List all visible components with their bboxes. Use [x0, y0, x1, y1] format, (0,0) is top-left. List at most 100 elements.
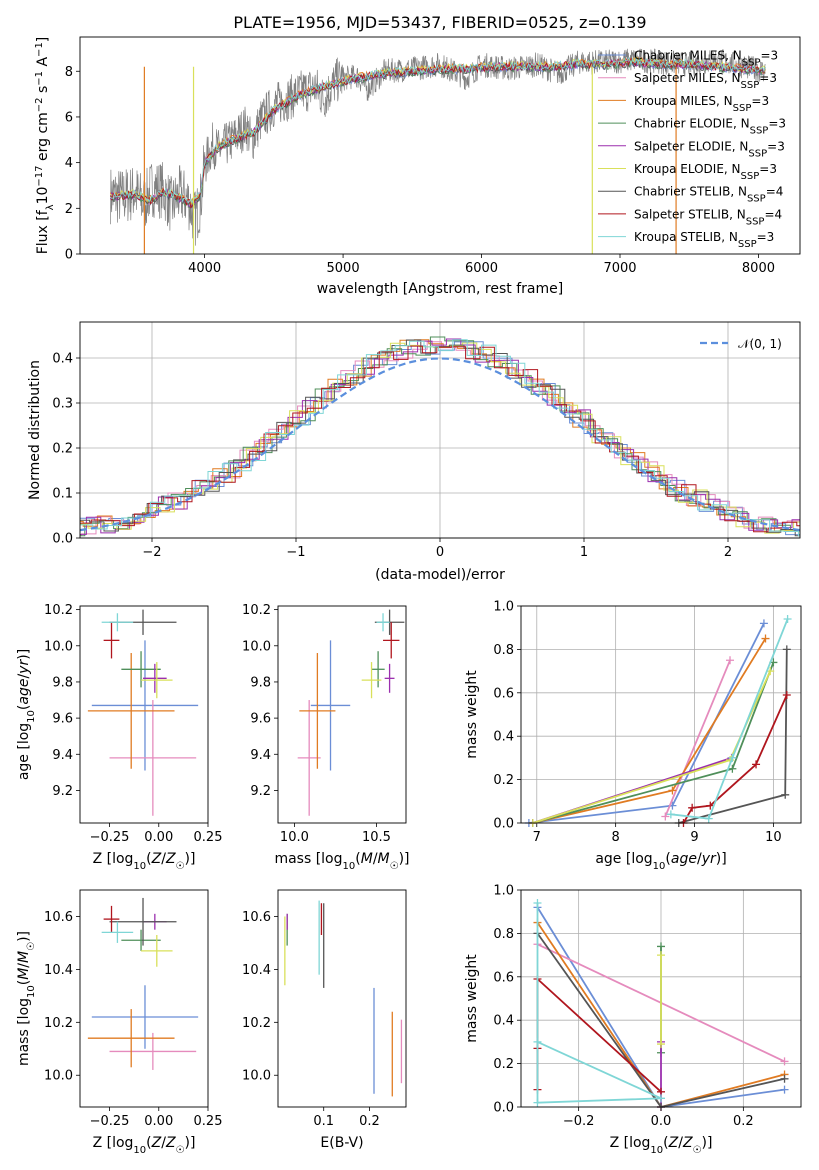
- age_vs_mass-ytick-label: 9.2: [250, 784, 271, 799]
- massweight_vs_age-ytick-label: 0.0: [493, 817, 514, 832]
- mass_vs_Z-plot: [87, 897, 199, 1070]
- legend-entry: Kroupa STELIB, NSSP=3: [634, 230, 774, 250]
- mass_vs_Z-xlabel-part: Z [log: [93, 1135, 134, 1151]
- spectrum-xtick-label: 5000: [327, 261, 360, 276]
- legend-entry: Chabrier STELIB, NSSP=4: [634, 185, 783, 205]
- residuals-xtick-label: −1: [286, 545, 305, 560]
- spectrum-xlabel: wavelength [Angstrom, rest frame]: [317, 281, 563, 297]
- mass_vs_Z-xlabel-part: Z: [151, 1135, 162, 1151]
- spectrum-axes: 4000 5000 6000 7000 8000 0 2 4 6 8: [65, 65, 775, 276]
- mass_vs_Z-xlabel-part: (: [146, 1135, 151, 1151]
- legend-entry-part: =4: [764, 207, 782, 221]
- massweight_vs_Z-xtick-label: 0.2: [733, 1114, 754, 1129]
- spectrum-ylabel-part: Flux [f: [35, 209, 51, 254]
- mass-weight-point: [688, 803, 697, 812]
- massweight_vs_age-xtick-label: 8: [612, 830, 620, 845]
- mass-weight-point: [533, 1098, 542, 1107]
- age_vs_Z-ylabel-part: 10: [26, 710, 37, 723]
- age_vs_Z-xtick-label: 0.00: [144, 830, 173, 845]
- residuals-ytick-label: 0.3: [52, 397, 73, 412]
- spectrum-ylabel: Flux [fλ10−17 erg cm−2 s−1 A−1]: [34, 37, 56, 255]
- legend-entry-part: =3: [759, 71, 777, 85]
- mass_vs_Z-ylabel-part: ☉: [26, 942, 37, 951]
- figure-title: PLATE=1956, MJD=53437, FIBERID=0525, z=0…: [233, 13, 646, 32]
- legend-entry-part: Kroupa MILES, N: [634, 94, 733, 108]
- residuals-xlabel-part: (data-model)/error: [375, 567, 505, 583]
- mass-weight-point: [780, 1057, 789, 1066]
- mass-weight-point: [781, 790, 790, 799]
- massweight_vs_Z-xtick-label: 0.0: [651, 1114, 672, 1129]
- mass_vs_Z-ytick-label: 10.6: [44, 910, 73, 925]
- massweight_vs_Z-ytick-label: 0.8: [493, 927, 514, 942]
- residuals-ytick-label: 0.0: [52, 532, 73, 547]
- massweight_vs_age-xlabel: age [log10(age/yr)]: [595, 851, 726, 872]
- age_vs_Z-ytick-label: 10.2: [44, 603, 73, 618]
- legend-entry-part: =3: [751, 94, 769, 108]
- mass_vs_Z-ytick-label: 10.4: [44, 963, 73, 978]
- mass_vs_Z-xlabel: Z [log10(Z/Z☉)]: [93, 1135, 196, 1156]
- mass_vs_Z-xtick-label: 0.00: [144, 1114, 173, 1129]
- mass_vs_Z-frame: [79, 889, 209, 1108]
- mass-weight-point: [728, 753, 737, 762]
- massweight_vs_Z-ylabel-part: mass weight: [464, 954, 480, 1043]
- mass_vs_Z-ylabel-part: M: [16, 968, 32, 980]
- legend-entry: Salpeter STELIB, NSSP=4: [634, 207, 782, 227]
- mass_vs_Z-xlabel-part: Z: [165, 1135, 176, 1151]
- mass_vs_EBV-xtick-label: 0.1: [313, 1114, 334, 1129]
- spectrum-xtick-label: 6000: [465, 261, 498, 276]
- mass-weight-point: [782, 645, 791, 654]
- massweight_vs_Z-xtick-label: −0.2: [563, 1114, 595, 1129]
- massweight_vs_age-ylabel-part: mass weight: [464, 670, 480, 759]
- massweight_vs_Z-xlabel-part: Z: [668, 1135, 679, 1151]
- mass-weight-line: [532, 638, 767, 824]
- residuals-ytick-label: 0.2: [52, 442, 73, 457]
- mass_vs_Z-xlabel-part: /: [161, 1135, 166, 1151]
- massweight_vs_age-xtick-label: 9: [690, 830, 698, 845]
- spectrum-ylabel-part: 10: [35, 187, 51, 205]
- age_vs_mass-xlabel-part: M: [378, 851, 390, 867]
- mass-weight-line: [682, 694, 788, 824]
- age_vs_mass-xlabel-part: )]: [399, 851, 410, 867]
- age_vs_mass-xlabel-part: mass [log: [274, 851, 342, 867]
- spectrum-ylabel-part: −17: [34, 165, 45, 186]
- mass_vs_Z-ylabel: mass [log10(M/M☉)]: [16, 931, 37, 1066]
- spectrum-ylabel-part: −1: [34, 42, 45, 57]
- mass-weight-point: [752, 760, 761, 769]
- massweight_vs_age-xlabel-part: yr: [701, 851, 717, 867]
- legend-entry-part: =3: [760, 49, 778, 63]
- residuals-xtick-label: 2: [724, 545, 732, 560]
- age_vs_mass-axes: 10.0 10.5 9.2 9.4 9.6 9.8 10.0 10.2: [242, 603, 391, 845]
- residuals-ytick-label: 0.4: [52, 352, 73, 367]
- massweight_vs_Z-ytick-label: 0.6: [493, 970, 514, 985]
- spectrum-ytick-label: 0: [65, 248, 73, 263]
- age_vs_Z-xlabel-part: Z: [165, 851, 176, 867]
- age_vs_Z-ylabel-part: age: [16, 679, 32, 705]
- legend-entry: Kroupa ELODIE, NSSP=3: [634, 162, 777, 182]
- massweight_vs_age-plot: [524, 615, 792, 827]
- age_vs_mass-xlabel-part: M: [361, 851, 373, 867]
- residuals-xtick-label: −2: [142, 545, 161, 560]
- legend-entry-part: Kroupa STELIB, N: [634, 230, 738, 244]
- mass-weight-line: [670, 618, 789, 820]
- residuals-xtick-label: 0: [436, 545, 444, 560]
- massweight_vs_age-ytick-label: 0.6: [493, 686, 514, 701]
- mass_vs_EBV-ytick-label: 10.6: [242, 910, 271, 925]
- age_vs_Z-xlabel: Z [log10(Z/Z☉)]: [93, 851, 196, 872]
- massweight_vs_Z-xlabel-part: (: [663, 1135, 668, 1151]
- legend-entry: Salpeter ELODIE, NSSP=3: [634, 139, 785, 159]
- massweight_vs_age-xlabel-part: )]: [716, 851, 727, 867]
- mass-weight-point: [783, 615, 792, 624]
- age_vs_mass-xlabel-part: 10: [343, 861, 356, 872]
- legend-entry-part: =3: [768, 117, 786, 131]
- mass_vs_EBV-axes: 0.1 0.2 10.0 10.2 10.4 10.6: [242, 910, 380, 1129]
- age_vs_Z-ylabel-part: /: [16, 674, 32, 679]
- age_vs_Z-ylabel-part: age [log: [16, 723, 32, 780]
- massweight_vs_Z-frame: [520, 889, 802, 1108]
- mass-weight-point: [782, 690, 791, 699]
- legend-entry-part: SSP: [750, 125, 769, 136]
- age_vs_Z-ytick-label: 9.8: [52, 675, 73, 690]
- age_vs_Z-xtick-label: −0.25: [90, 830, 130, 845]
- mass_vs_Z-xlabel-part: ☉: [176, 1145, 185, 1156]
- age_vs_Z-ylabel: age [log10(age/yr)]: [16, 649, 37, 780]
- massweight_vs_Z-ylabel: mass weight: [464, 954, 480, 1043]
